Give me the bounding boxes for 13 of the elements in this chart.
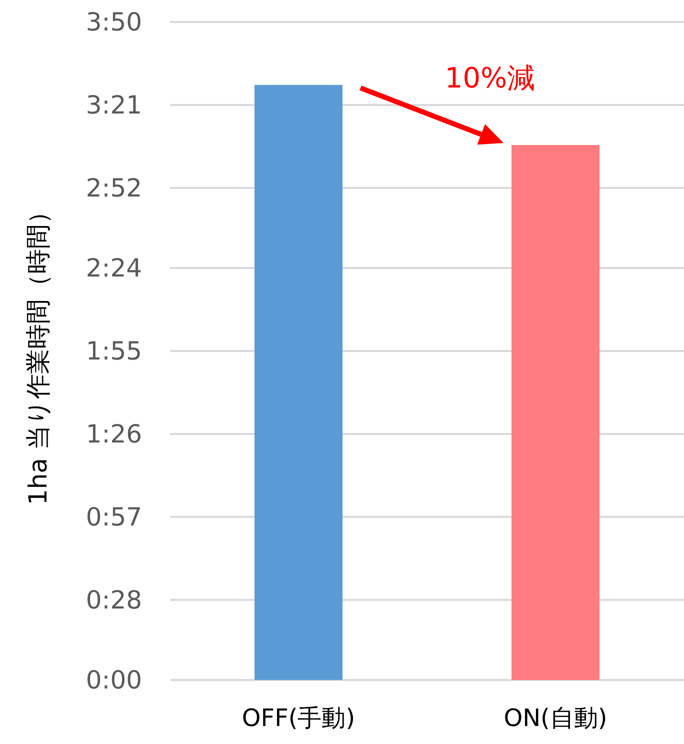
y-tick-label: 3:21 (86, 90, 142, 120)
y-tick-label: 3:50 (86, 8, 142, 36)
y-tick-label: 0:28 (86, 585, 142, 614)
x-tick-label: ON(自動) (504, 704, 608, 732)
y-tick-label: 0:00 (86, 666, 142, 694)
x-tick-label: OFF(手動) (242, 704, 356, 732)
y-tick-label: 1:55 (86, 336, 142, 366)
y-axis-title: 1ha 当り作業時間（時間） (24, 198, 52, 506)
y-tick-label: 1:26 (86, 419, 142, 448)
y-tick-label: 0:57 (86, 502, 142, 532)
y-tick-label: 2:52 (86, 173, 142, 202)
y-tick-label: 2:24 (86, 254, 142, 283)
annotation: 10%減 (444, 62, 536, 94)
